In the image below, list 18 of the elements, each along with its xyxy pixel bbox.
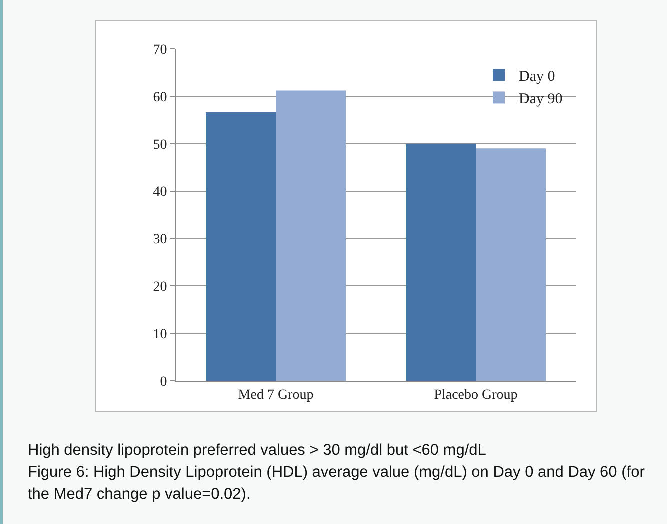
- x-tick-label: Placebo Group: [434, 388, 518, 403]
- y-tick-label: 50: [153, 138, 168, 153]
- text: High density lipoprotein preferred values > 30 mg/dl but <60 mg/dL: [28, 441, 488, 461]
- caption: Figure 6: High Density Lipoprotein (HDL) average value (mg/dL) on Day 0 and Day 60 (for the Med7 change p value=0.02).: [28, 463, 646, 505]
- legend-label: Day 0: [519, 69, 556, 86]
- y-tick-label: 20: [153, 280, 168, 296]
- y-tick-label: 70: [153, 42, 168, 58]
- y-tick-label: 40: [153, 185, 168, 200]
- y-tick-label: 0: [160, 374, 168, 390]
- x-tick-label: Med 7 Group: [238, 388, 314, 403]
- bar: [476, 148, 546, 381]
- bar: [406, 144, 476, 381]
- y-tick-label: 30: [153, 232, 168, 248]
- bar: [206, 112, 276, 381]
- y-tick-label: 60: [153, 90, 168, 106]
- y-tick-label: 10: [153, 327, 168, 342]
- bar: [276, 90, 346, 381]
- legend-label: Day 90: [519, 92, 563, 108]
